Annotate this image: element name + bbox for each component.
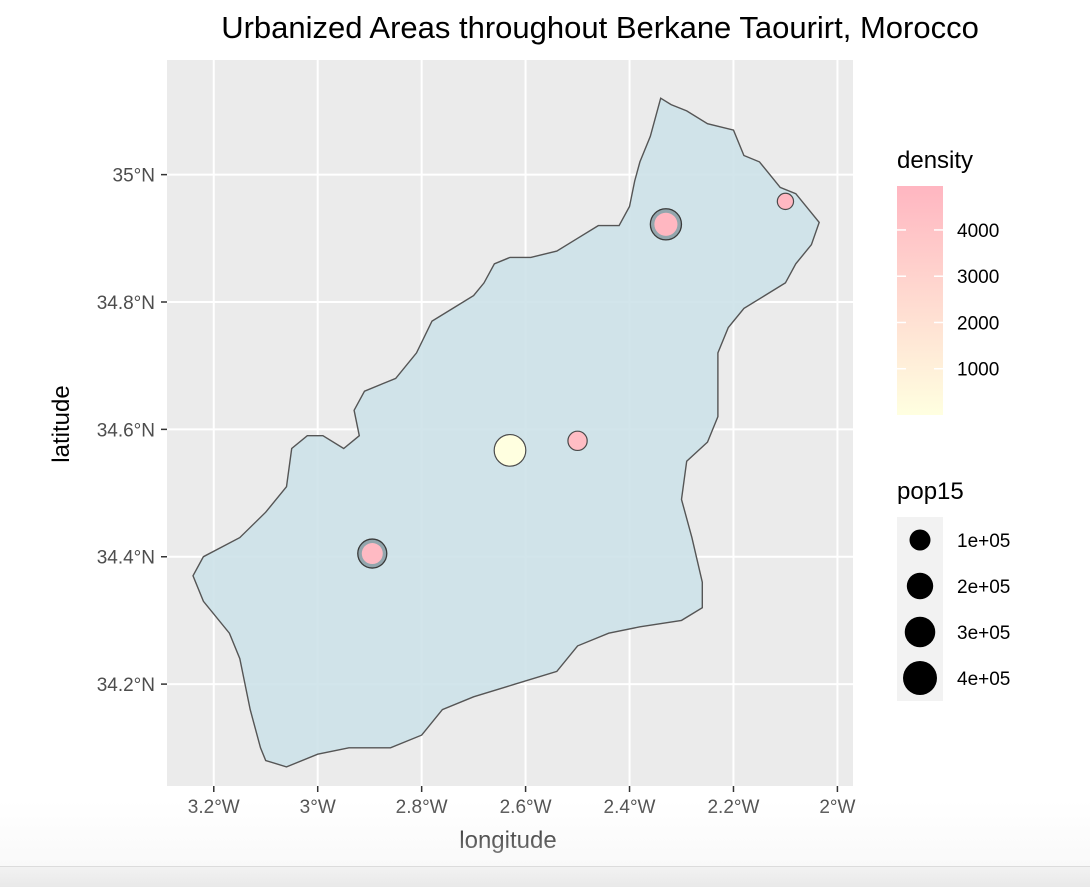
- pop15-legend-title: pop15: [897, 478, 964, 505]
- y-tick-label: 34.4°N: [97, 548, 155, 569]
- density-legend-label: 2000: [957, 313, 999, 334]
- pop15-legend: pop15 1e+05 2e+05 3e+05 4e+05: [897, 478, 1010, 701]
- density-legend-label: 3000: [957, 267, 999, 288]
- y-tick-label: 34.8°N: [97, 293, 155, 314]
- y-tick-label: 35°N: [113, 166, 155, 187]
- urban-area: [649, 208, 683, 241]
- y-axis-title: latitude: [48, 385, 75, 462]
- urban-area-point: [361, 543, 383, 565]
- map-panel: [167, 60, 853, 786]
- pop15-legend-symbol: [906, 572, 934, 600]
- chart-title: Urbanized Areas throughout Berkane Taour…: [221, 10, 979, 45]
- x-tick-label: 2°W: [819, 797, 855, 818]
- x-axis-ticks: 3.2°W 3°W 2.8°W 2.6°W 2.4°W 2.2°W 2°W: [188, 786, 856, 818]
- y-tick-label: 34.2°N: [97, 675, 155, 696]
- density-legend-label: 4000: [957, 221, 999, 242]
- pop15-legend-symbol: [904, 616, 936, 648]
- x-tick-label: 3.2°W: [188, 797, 240, 818]
- urban-area: [493, 433, 527, 467]
- urban-area-point: [776, 192, 795, 211]
- x-tick-label: 2.4°W: [604, 797, 656, 818]
- x-tick-label: 2.8°W: [396, 797, 448, 818]
- urban-area: [357, 538, 388, 569]
- pop15-legend-label: 1e+05: [957, 531, 1010, 552]
- pop15-legend-label: 2e+05: [957, 577, 1010, 598]
- urban-area: [567, 430, 588, 452]
- urban-area-point: [567, 430, 588, 452]
- density-legend-label: 1000: [957, 360, 999, 381]
- x-tick-label: 2.6°W: [500, 797, 552, 818]
- y-axis-ticks: 35°N 34.8°N 34.6°N 34.4°N 34.2°N: [97, 166, 167, 696]
- urban-area: [776, 192, 795, 211]
- urban-area-point: [654, 212, 678, 236]
- x-axis-title: longitude: [459, 827, 556, 854]
- y-tick-label: 34.6°N: [97, 420, 155, 441]
- density-legend: density 4000 3000 2000 1000: [897, 147, 999, 415]
- density-colorbar: [897, 186, 943, 415]
- x-tick-label: 3°W: [300, 797, 336, 818]
- urban-area-point: [493, 433, 527, 467]
- window-bottom-edge: [0, 866, 1090, 887]
- pop15-legend-label: 3e+05: [957, 623, 1010, 644]
- pop15-legend-symbol: [903, 661, 937, 695]
- pop15-legend-symbol: [909, 529, 931, 551]
- density-legend-title: density: [897, 147, 973, 174]
- pop15-legend-label: 4e+05: [957, 669, 1010, 690]
- region-outline: [192, 97, 820, 768]
- x-tick-label: 2.2°W: [707, 797, 759, 818]
